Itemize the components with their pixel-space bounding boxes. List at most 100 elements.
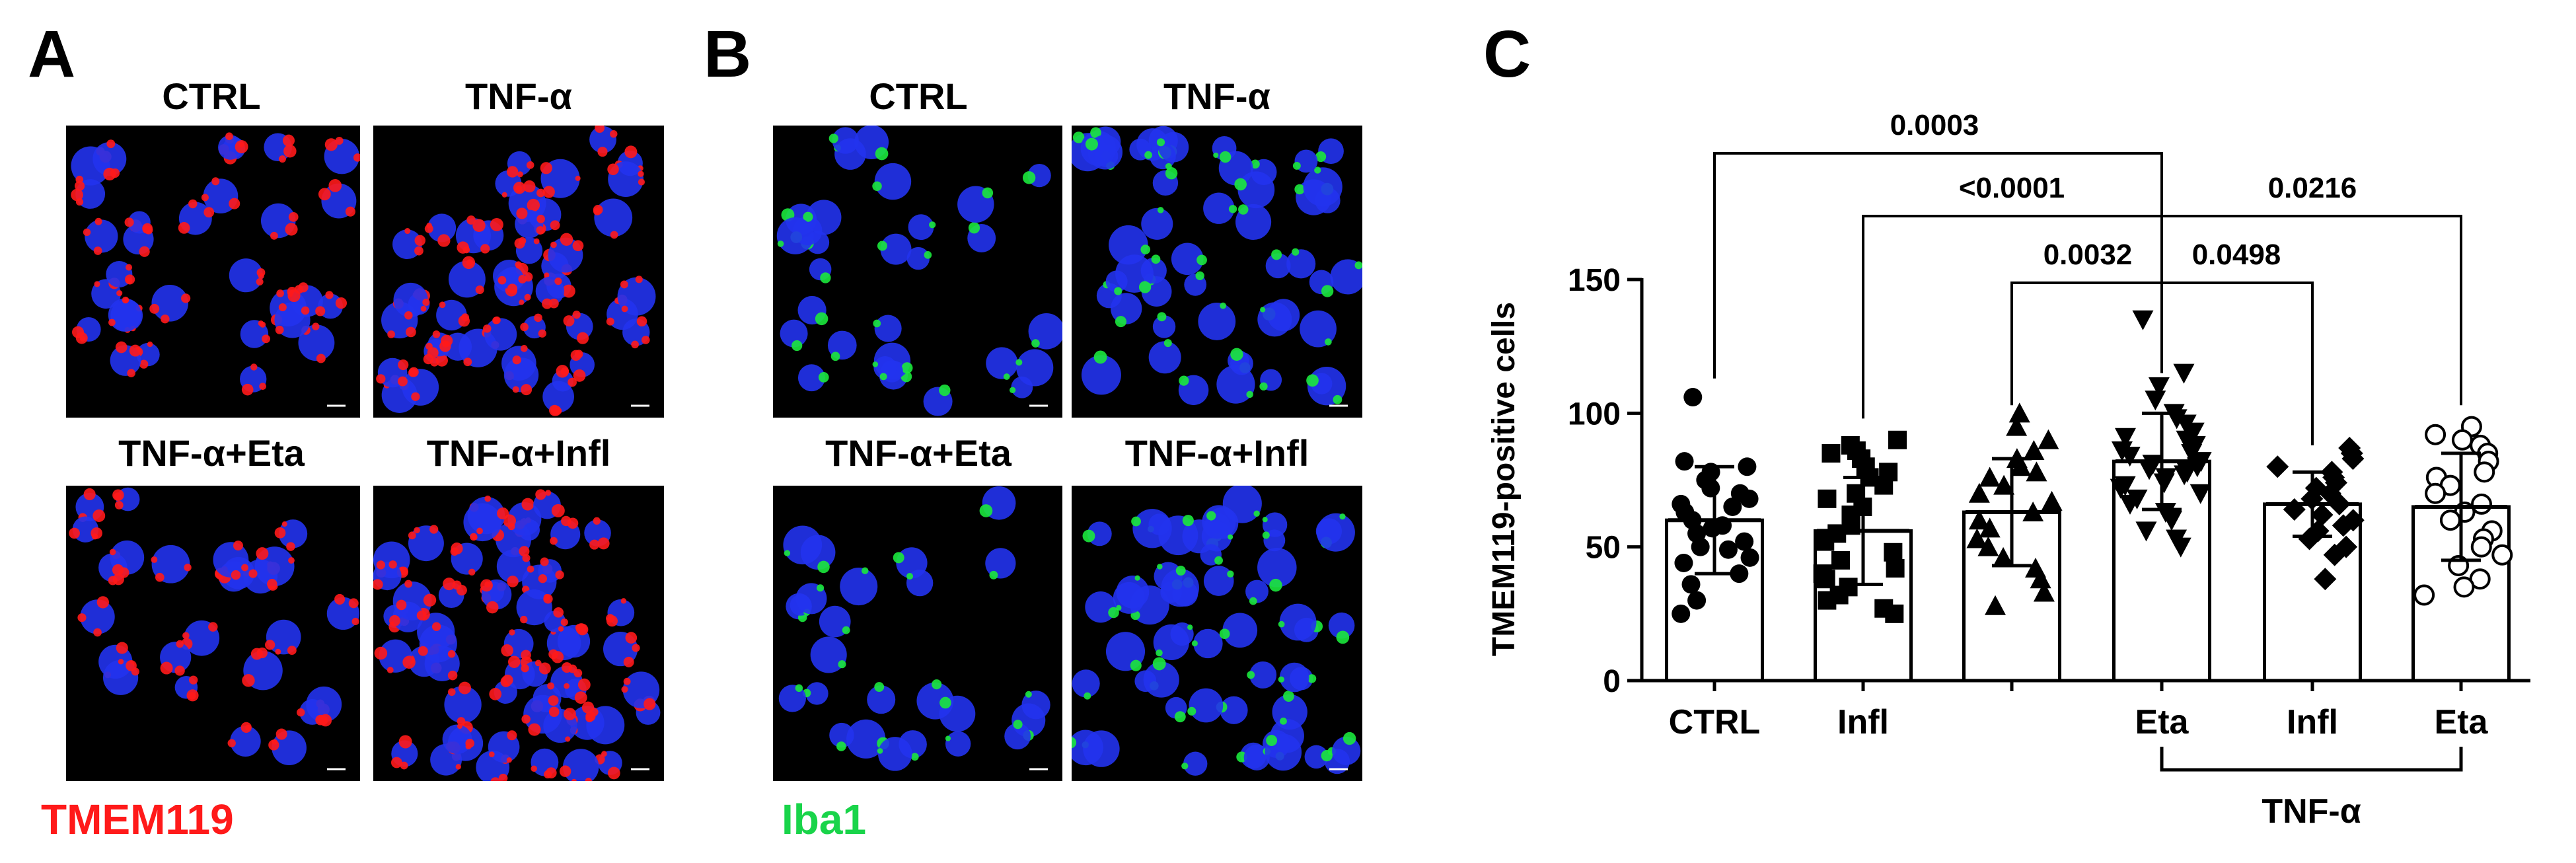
iba-signal (862, 567, 869, 574)
tmem-signal (402, 656, 416, 669)
iba-signal (1213, 152, 1219, 158)
nucleus (1201, 521, 1232, 552)
iba-signal (1259, 382, 1268, 391)
iba-signal (1315, 151, 1327, 163)
tmem-signal (124, 274, 135, 285)
data-point (2425, 482, 2447, 504)
nucleus (1158, 131, 1189, 163)
tmem-signal (155, 572, 165, 582)
nucleus (829, 722, 854, 748)
tmem-signal (231, 570, 241, 580)
tmem-signal (178, 222, 190, 234)
tmem-signal (398, 735, 412, 749)
panel-b-title-tnf-eta: TNF-α+Eta (825, 432, 1012, 474)
data-point (2033, 582, 2055, 602)
iba-signal (1151, 254, 1161, 264)
data-point (1816, 570, 1835, 589)
tmem-signal (536, 214, 545, 223)
iba-signal (1269, 578, 1282, 592)
tmem-signal (451, 543, 463, 555)
nucleus (1304, 745, 1329, 769)
tmem-signal (512, 386, 519, 393)
tmem-signal (282, 134, 295, 147)
iba-signal (1271, 249, 1282, 260)
nucleus (393, 282, 428, 318)
tmem-signal (129, 344, 141, 357)
tmem-signal (489, 688, 502, 700)
tmem-signal (404, 311, 413, 320)
tmem-signal (465, 739, 475, 748)
iba-signal (1108, 607, 1119, 619)
data-point (2026, 461, 2047, 482)
iba-signal (1157, 312, 1167, 322)
iba-signal (1187, 624, 1193, 630)
tmem-signal (610, 130, 618, 138)
nucleus (832, 127, 859, 154)
tmem-signal (248, 569, 258, 578)
iba-signal (924, 251, 932, 259)
data-point (1701, 478, 1720, 498)
nucleus (278, 519, 308, 548)
data-point (2323, 543, 2346, 566)
tmem-signal (181, 293, 191, 303)
tmem-signal (258, 273, 264, 280)
iba-signal (1219, 151, 1232, 163)
tmem-signal (256, 647, 268, 659)
iba-signal (1163, 339, 1172, 348)
tmem-signal (427, 347, 439, 359)
iba-signal (1278, 676, 1285, 683)
nucleus (1116, 576, 1150, 609)
tmem-signal (124, 217, 134, 227)
iba-signal (1253, 510, 1260, 517)
tmem-signal (71, 188, 83, 202)
iba-signal (1339, 513, 1346, 520)
tmem-signal (208, 622, 218, 632)
nucleus (908, 214, 934, 241)
iba-signal (1022, 171, 1036, 184)
tmem-signal (498, 773, 508, 781)
iba-signal (1249, 597, 1257, 605)
tmem-signal (553, 607, 564, 618)
tmem-signal (151, 556, 158, 563)
iba-signal (1292, 248, 1300, 256)
iba-signal (1247, 671, 1255, 679)
significance-bracket (2160, 266, 2314, 445)
tmem-signal (556, 365, 569, 378)
tmem-signal (472, 219, 486, 233)
iba-signal (1130, 659, 1142, 671)
data-point (1687, 591, 1707, 610)
iba-signal (1314, 167, 1321, 174)
nucleus (500, 267, 524, 290)
tmem-signal (432, 330, 441, 338)
nucleus (1198, 303, 1236, 340)
data-point (2176, 430, 2197, 451)
tmem-signal (328, 179, 342, 192)
tmem-signal (458, 315, 470, 327)
tmem-signal (225, 132, 233, 141)
data-point (1979, 517, 2001, 538)
tmem-signal (548, 649, 558, 659)
tmem-signal (565, 736, 571, 742)
tmem-signal (576, 332, 589, 344)
tmem-signal (462, 256, 476, 270)
series-points (1966, 402, 2063, 615)
tmem-signal (564, 708, 576, 720)
data-point (1993, 546, 2014, 567)
iba-signal (910, 753, 919, 761)
tmem-signal (108, 319, 116, 326)
stain-label-tmem119: TMEM119 (41, 796, 234, 843)
tmem-signal (555, 570, 564, 580)
data-point (2139, 460, 2160, 480)
nucleus (542, 381, 574, 413)
iba-signal (1214, 556, 1223, 565)
nucleus (1222, 613, 1258, 648)
tmem-signal (538, 329, 546, 338)
tmem-signal (490, 217, 503, 231)
iba-signal (1084, 692, 1091, 700)
nucleus (1152, 315, 1176, 338)
data-point (1723, 497, 1742, 516)
iba-signal (1262, 531, 1270, 539)
nucleus (1193, 628, 1223, 659)
data-point (1735, 532, 1754, 551)
iba-signal (945, 735, 951, 741)
